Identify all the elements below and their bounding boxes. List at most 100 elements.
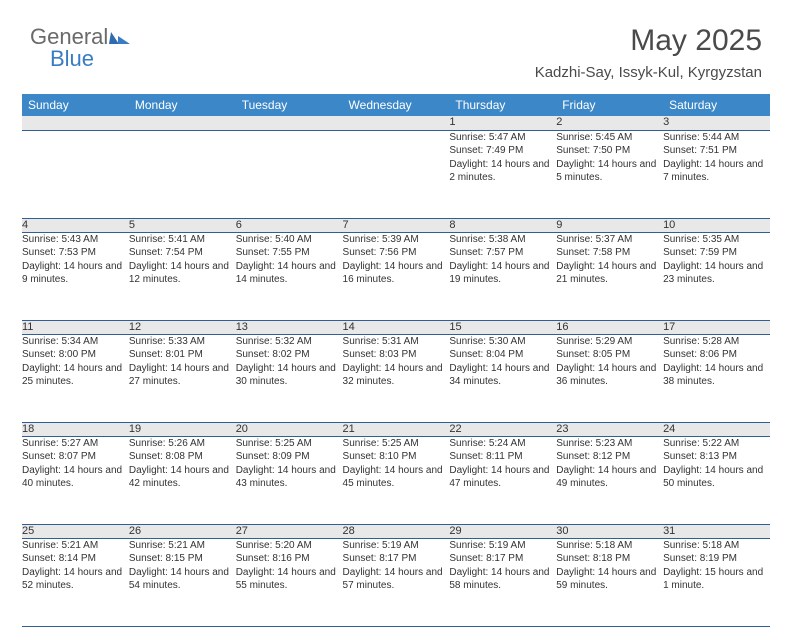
day-cell: Sunrise: 5:38 AMSunset: 7:57 PMDaylight:…: [449, 232, 556, 320]
day-number: 17: [663, 320, 770, 334]
daylight-line: Daylight: 14 hours and 30 minutes.: [236, 362, 343, 389]
day-number: 5: [129, 218, 236, 232]
day-cell: Sunrise: 5:26 AMSunset: 8:08 PMDaylight:…: [129, 436, 236, 524]
content-row: Sunrise: 5:34 AMSunset: 8:00 PMDaylight:…: [22, 334, 770, 422]
day-cell: Sunrise: 5:34 AMSunset: 8:00 PMDaylight:…: [22, 334, 129, 422]
day-number: 20: [236, 422, 343, 436]
day-cell: Sunrise: 5:19 AMSunset: 8:17 PMDaylight:…: [343, 538, 450, 626]
sunset-line: Sunset: 8:09 PM: [236, 450, 343, 464]
day-number: 11: [22, 320, 129, 334]
daylight-line: Daylight: 14 hours and 55 minutes.: [236, 566, 343, 593]
day-number: 26: [129, 524, 236, 538]
col-saturday: Saturday: [663, 94, 770, 116]
day-number: 1: [449, 116, 556, 130]
daylight-line: Daylight: 14 hours and 25 minutes.: [22, 362, 129, 389]
day-number: 21: [343, 422, 450, 436]
sunrise-line: Sunrise: 5:23 AM: [556, 437, 663, 451]
day-cell: Sunrise: 5:47 AMSunset: 7:49 PMDaylight:…: [449, 130, 556, 218]
sunrise-line: Sunrise: 5:39 AM: [343, 233, 450, 247]
sunrise-line: Sunrise: 5:18 AM: [556, 539, 663, 553]
daylight-line: Daylight: 14 hours and 14 minutes.: [236, 260, 343, 287]
sunrise-line: Sunrise: 5:19 AM: [343, 539, 450, 553]
sunset-line: Sunset: 8:04 PM: [449, 348, 556, 362]
sunset-line: Sunset: 8:12 PM: [556, 450, 663, 464]
day-cell: Sunrise: 5:22 AMSunset: 8:13 PMDaylight:…: [663, 436, 770, 524]
calendar-table: Sunday Monday Tuesday Wednesday Thursday…: [22, 94, 770, 627]
page-title: May 2025: [630, 24, 762, 58]
content-row: Sunrise: 5:43 AMSunset: 7:53 PMDaylight:…: [22, 232, 770, 320]
content-row: Sunrise: 5:21 AMSunset: 8:14 PMDaylight:…: [22, 538, 770, 626]
sunrise-line: Sunrise: 5:41 AM: [129, 233, 236, 247]
day-number: 12: [129, 320, 236, 334]
sunrise-line: Sunrise: 5:35 AM: [663, 233, 770, 247]
sunrise-line: Sunrise: 5:38 AM: [449, 233, 556, 247]
day-cell: Sunrise: 5:31 AMSunset: 8:03 PMDaylight:…: [343, 334, 450, 422]
day-cell: [129, 130, 236, 218]
page-subtitle: Kadzhi-Say, Issyk-Kul, Kyrgyzstan: [535, 64, 762, 81]
day-number: 22: [449, 422, 556, 436]
day-cell: Sunrise: 5:39 AMSunset: 7:56 PMDaylight:…: [343, 232, 450, 320]
day-cell: Sunrise: 5:41 AMSunset: 7:54 PMDaylight:…: [129, 232, 236, 320]
sunset-line: Sunset: 7:54 PM: [129, 246, 236, 260]
sunrise-line: Sunrise: 5:21 AM: [22, 539, 129, 553]
day-cell: Sunrise: 5:43 AMSunset: 7:53 PMDaylight:…: [22, 232, 129, 320]
sunrise-line: Sunrise: 5:27 AM: [22, 437, 129, 451]
sunset-line: Sunset: 8:11 PM: [449, 450, 556, 464]
sunset-line: Sunset: 7:58 PM: [556, 246, 663, 260]
day-cell: Sunrise: 5:23 AMSunset: 8:12 PMDaylight:…: [556, 436, 663, 524]
day-cell: Sunrise: 5:45 AMSunset: 7:50 PMDaylight:…: [556, 130, 663, 218]
logo-text-blue: Blue: [50, 46, 94, 72]
sunrise-line: Sunrise: 5:26 AM: [129, 437, 236, 451]
sunrise-line: Sunrise: 5:20 AM: [236, 539, 343, 553]
daylight-line: Daylight: 14 hours and 58 minutes.: [449, 566, 556, 593]
day-cell: [22, 130, 129, 218]
day-number: 13: [236, 320, 343, 334]
day-number: 16: [556, 320, 663, 334]
sunset-line: Sunset: 8:13 PM: [663, 450, 770, 464]
daylight-line: Daylight: 14 hours and 43 minutes.: [236, 464, 343, 491]
day-number: 31: [663, 524, 770, 538]
day-number: 23: [556, 422, 663, 436]
sunset-line: Sunset: 8:03 PM: [343, 348, 450, 362]
daynum-row: 45678910: [22, 218, 770, 232]
sunrise-line: Sunrise: 5:31 AM: [343, 335, 450, 349]
day-number: 18: [22, 422, 129, 436]
sunrise-line: Sunrise: 5:28 AM: [663, 335, 770, 349]
daylight-line: Daylight: 14 hours and 45 minutes.: [343, 464, 450, 491]
day-cell: Sunrise: 5:25 AMSunset: 8:10 PMDaylight:…: [343, 436, 450, 524]
sunset-line: Sunset: 8:08 PM: [129, 450, 236, 464]
sunrise-line: Sunrise: 5:22 AM: [663, 437, 770, 451]
sunset-line: Sunset: 7:53 PM: [22, 246, 129, 260]
sunset-line: Sunset: 8:05 PM: [556, 348, 663, 362]
sunset-line: Sunset: 7:50 PM: [556, 144, 663, 158]
daylight-line: Daylight: 14 hours and 36 minutes.: [556, 362, 663, 389]
sunrise-line: Sunrise: 5:43 AM: [22, 233, 129, 247]
sunset-line: Sunset: 8:00 PM: [22, 348, 129, 362]
col-wednesday: Wednesday: [343, 94, 450, 116]
day-cell: Sunrise: 5:33 AMSunset: 8:01 PMDaylight:…: [129, 334, 236, 422]
day-cell: Sunrise: 5:30 AMSunset: 8:04 PMDaylight:…: [449, 334, 556, 422]
sunrise-line: Sunrise: 5:21 AM: [129, 539, 236, 553]
sunset-line: Sunset: 8:17 PM: [343, 552, 450, 566]
sunrise-line: Sunrise: 5:25 AM: [343, 437, 450, 451]
sunrise-line: Sunrise: 5:18 AM: [663, 539, 770, 553]
daylight-line: Daylight: 14 hours and 42 minutes.: [129, 464, 236, 491]
day-cell: Sunrise: 5:40 AMSunset: 7:55 PMDaylight:…: [236, 232, 343, 320]
daylight-line: Daylight: 14 hours and 27 minutes.: [129, 362, 236, 389]
col-thursday: Thursday: [449, 94, 556, 116]
col-monday: Monday: [129, 94, 236, 116]
col-friday: Friday: [556, 94, 663, 116]
day-cell: Sunrise: 5:44 AMSunset: 7:51 PMDaylight:…: [663, 130, 770, 218]
sunrise-line: Sunrise: 5:30 AM: [449, 335, 556, 349]
sunset-line: Sunset: 7:56 PM: [343, 246, 450, 260]
content-row: Sunrise: 5:47 AMSunset: 7:49 PMDaylight:…: [22, 130, 770, 218]
daylight-line: Daylight: 14 hours and 12 minutes.: [129, 260, 236, 287]
sunset-line: Sunset: 8:17 PM: [449, 552, 556, 566]
daylight-line: Daylight: 15 hours and 1 minute.: [663, 566, 770, 593]
sunset-line: Sunset: 7:51 PM: [663, 144, 770, 158]
sunset-line: Sunset: 7:59 PM: [663, 246, 770, 260]
day-cell: Sunrise: 5:18 AMSunset: 8:19 PMDaylight:…: [663, 538, 770, 626]
day-cell: Sunrise: 5:21 AMSunset: 8:15 PMDaylight:…: [129, 538, 236, 626]
day-number: 10: [663, 218, 770, 232]
daynum-row: 123: [22, 116, 770, 130]
